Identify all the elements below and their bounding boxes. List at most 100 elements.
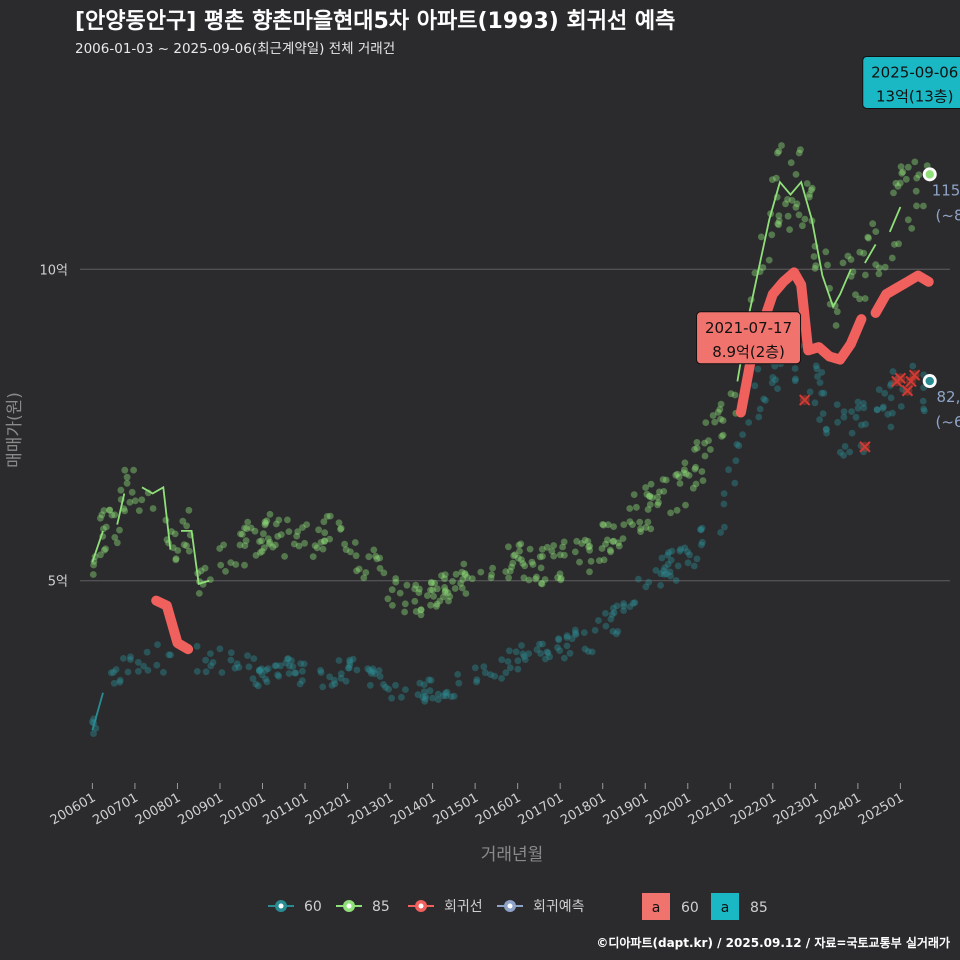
scatter-point-60 <box>608 611 616 618</box>
scatter-point-85 <box>171 530 179 538</box>
scatter-point-60 <box>635 575 642 583</box>
scatter-point-85 <box>121 507 129 515</box>
scatter-point-60 <box>193 642 201 650</box>
scatter-point-60 <box>520 653 528 660</box>
scatter-point-60 <box>667 572 674 580</box>
scatter-point-60 <box>745 419 753 426</box>
scatter-point-85 <box>380 569 388 577</box>
scatter-point-85 <box>847 272 855 280</box>
scatter-point-60 <box>755 413 763 421</box>
scatter-point-60 <box>555 636 562 644</box>
scatter-point-60 <box>533 646 541 653</box>
scatter-point-85 <box>347 548 354 556</box>
scatter-point-60 <box>721 523 728 531</box>
scatter-point-85 <box>266 510 274 518</box>
scatter-point-85 <box>803 180 811 187</box>
scatter-point-60 <box>840 413 848 421</box>
scatter-point-85 <box>360 574 368 582</box>
x-axis-title: 거래년월 <box>481 845 544 865</box>
scatter-point-60 <box>754 365 762 373</box>
scatter-point-85 <box>299 524 306 531</box>
scatter-point-85 <box>301 539 308 547</box>
scatter-point-85 <box>505 543 512 551</box>
x-tick-label: 202101 <box>686 790 736 828</box>
scatter-point-85 <box>667 509 674 517</box>
scatter-point-60 <box>823 429 830 437</box>
x-tick-label: 200801 <box>133 790 183 828</box>
scatter-point-85 <box>698 468 706 475</box>
scatter-point-85 <box>682 470 690 478</box>
scatter-point-60 <box>419 693 427 701</box>
scatter-point-85 <box>550 552 558 560</box>
scatter-point-85 <box>647 480 655 488</box>
scatter-point-60 <box>426 687 434 695</box>
scatter-point-85 <box>702 419 710 426</box>
scatter-point-85 <box>714 408 722 416</box>
scatter-point-60 <box>879 404 887 412</box>
scatter-point-60 <box>846 448 854 456</box>
scatter-point-85 <box>172 556 180 564</box>
scatter-point-85 <box>888 254 896 262</box>
scatter-point-60 <box>563 634 571 641</box>
scatter-point-60 <box>90 719 98 727</box>
scatter-point-60 <box>258 671 266 679</box>
scatter-point-85 <box>528 558 536 566</box>
scatter-point-60 <box>89 718 96 726</box>
scatter-point-85 <box>709 412 717 419</box>
scatter-point-60 <box>661 564 669 571</box>
scatter-point-85 <box>812 262 820 269</box>
scatter-point-85 <box>113 539 121 547</box>
highlight-x-mark <box>905 375 917 388</box>
scatter-point-60 <box>693 555 701 563</box>
scatter-point-60 <box>626 603 634 610</box>
scatter-point-60 <box>840 452 847 459</box>
scatter-point-85 <box>243 525 251 533</box>
scatter-point-85 <box>241 542 249 549</box>
scatter-point-85 <box>272 520 280 528</box>
x-tick-label: 201901 <box>601 790 651 828</box>
scatter-point-85 <box>923 162 931 170</box>
scatter-point-60 <box>262 667 270 674</box>
scatter-point-85 <box>824 261 831 269</box>
scatter-point-85 <box>718 433 726 440</box>
scatter-point-85 <box>792 203 800 211</box>
scatter-point-85 <box>412 608 420 615</box>
scatter-point-60 <box>581 645 589 653</box>
scatter-point-60 <box>421 697 429 705</box>
scatter-point-60 <box>566 649 574 657</box>
highlight-x-icon <box>894 372 907 384</box>
scatter-point-85 <box>335 519 343 527</box>
scatter-point-85 <box>242 537 250 545</box>
scatter-point-85 <box>643 490 651 498</box>
scatter-point-85 <box>609 538 617 545</box>
scatter-point-85 <box>660 488 668 495</box>
scatter-point-85 <box>239 531 246 538</box>
scatter-point-85 <box>852 291 859 299</box>
scatter-point-85 <box>264 535 272 542</box>
scatter-point-60 <box>414 691 422 698</box>
x-tick-label: 200601 <box>48 790 98 828</box>
scatter-point-85 <box>452 570 460 578</box>
scatter-point-85 <box>856 248 864 256</box>
scatter-point-85 <box>543 543 551 551</box>
scatter-point-60 <box>271 662 279 670</box>
scatter-point-85 <box>323 513 331 520</box>
scatter-point-85 <box>607 548 615 556</box>
scatter-point-85 <box>411 597 419 605</box>
scatter-point-85 <box>693 444 701 452</box>
scatter-point-85 <box>719 417 727 424</box>
scatter-point-85 <box>604 521 612 529</box>
scatter-point-60 <box>889 368 897 375</box>
scatter-point-60 <box>544 649 552 657</box>
scatter-point-85 <box>610 523 617 530</box>
scatter-point-85 <box>252 552 260 559</box>
scatter-point-60 <box>264 665 272 673</box>
end-points: 115,245 (~85㎡) 82,062 (~60㎡) <box>922 167 960 431</box>
scatter-point-60 <box>822 426 830 433</box>
scatter-point-85 <box>102 523 110 531</box>
scatter-point-60 <box>330 676 338 684</box>
scatter-point-60 <box>299 667 306 675</box>
scatter-point-85 <box>864 233 872 241</box>
scatter-point-85 <box>488 571 495 578</box>
scatter-point-60 <box>376 673 384 680</box>
